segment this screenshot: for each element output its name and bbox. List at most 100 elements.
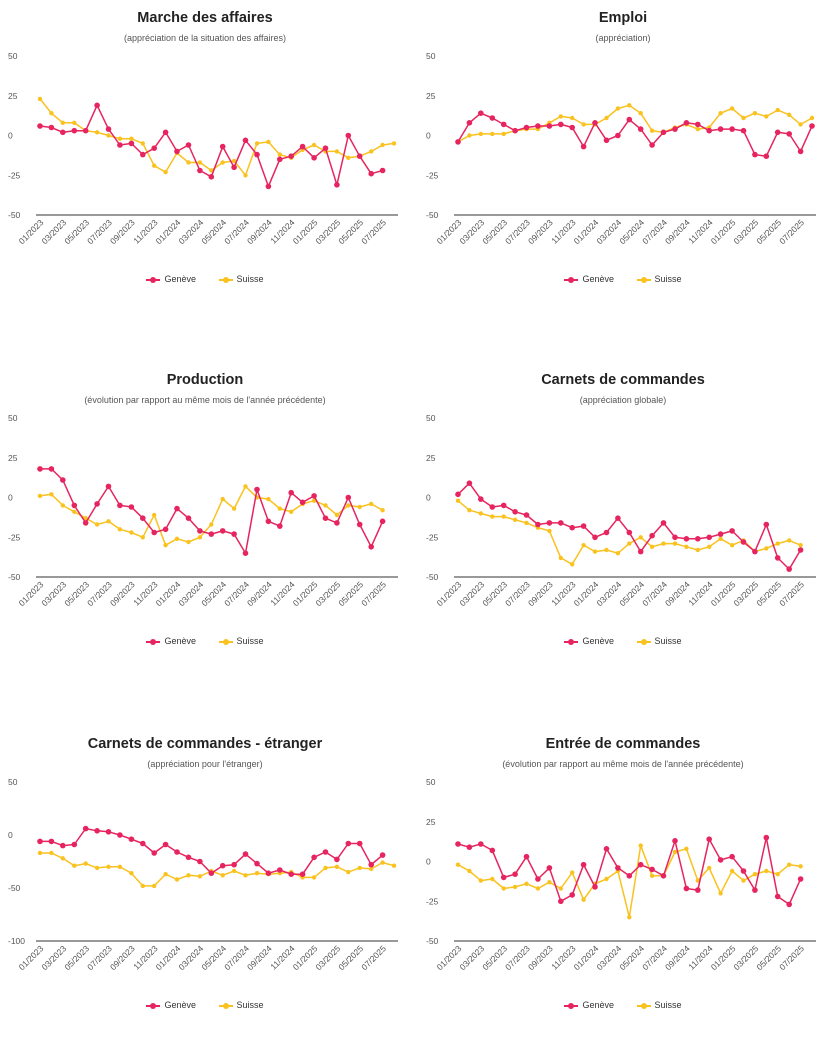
legend-item-geneve[interactable]: Genève [564,636,614,646]
x-tick-label: 07/2025 [359,943,388,972]
data-point-geneve [660,520,667,526]
data-point-geneve [672,838,678,844]
legend-item-geneve[interactable]: Genève [564,1000,614,1010]
data-point-geneve [615,515,621,521]
legend-swatch-suisse [636,1002,651,1010]
legend-item-geneve[interactable]: Genève [146,636,196,646]
chart-subtitle: (appréciation) [595,33,651,43]
data-point-suisse [220,873,225,878]
data-point-geneve [580,861,587,868]
data-point-geneve [729,528,735,534]
data-point-suisse [695,126,700,132]
data-point-geneve [197,167,203,174]
data-point-suisse [60,503,65,508]
chart-plot: 50250-25-5001/202303/202305/202307/20230… [426,413,816,608]
data-point-suisse [478,511,483,516]
data-point-geneve [500,874,507,881]
legend-label-geneve: Genève [164,636,196,646]
data-point-geneve [105,829,112,835]
x-tick-label: 09/2024 [245,579,274,608]
data-point-suisse [129,136,134,141]
data-point-suisse [37,850,43,856]
legend-item-suisse[interactable]: Suisse [218,1000,264,1010]
legend-item-suisse[interactable]: Suisse [636,274,682,284]
data-point-geneve [706,127,712,134]
data-point-suisse [334,149,340,154]
legend-item-suisse[interactable]: Suisse [218,274,264,284]
legend-item-suisse[interactable]: Suisse [636,1000,682,1010]
x-tick-label: 09/2024 [663,579,692,608]
data-point-geneve [219,143,226,150]
chart-plot: 50250-25-5001/202303/202305/202307/20230… [426,777,816,972]
data-point-geneve [254,151,260,158]
legend-label-suisse: Suisse [654,274,682,284]
data-point-suisse [152,512,157,518]
data-point-suisse [186,160,191,165]
data-point-geneve [558,520,564,526]
y-tick-label: 25 [8,91,18,101]
data-point-geneve [797,876,804,882]
data-point-geneve [649,866,655,873]
data-point-suisse [729,543,735,548]
data-point-geneve [774,893,781,900]
data-point-suisse [467,133,472,138]
data-point-suisse [604,547,609,553]
data-point-geneve [683,885,690,892]
data-point-suisse [117,527,123,532]
legend-swatch-suisse [218,276,233,284]
data-point-suisse [718,536,723,541]
data-point-suisse [380,860,385,865]
data-point-suisse [277,152,282,157]
data-point-geneve [672,126,678,132]
data-point-suisse [798,864,803,869]
data-point-geneve [706,836,712,842]
data-point-geneve [162,129,169,136]
data-point-suisse [197,535,203,540]
data-point-geneve [603,137,610,144]
data-point-geneve [71,502,78,509]
legend-item-geneve[interactable]: Genève [564,274,614,284]
data-point-geneve [786,901,792,908]
data-point-suisse [558,555,563,561]
data-point-suisse [787,538,792,543]
data-point-geneve [322,849,329,855]
data-point-suisse [501,514,506,519]
data-point-suisse [775,541,780,546]
data-point-geneve [379,518,386,525]
legend-item-geneve[interactable]: Genève [146,1000,196,1010]
data-point-geneve [786,131,792,137]
data-point-geneve [786,566,792,572]
legend-label-suisse: Suisse [654,1000,682,1010]
chart-legend: Genève Suisse [418,636,828,646]
data-point-suisse [467,868,472,874]
data-point-geneve [546,123,553,129]
data-point-geneve [231,164,237,171]
data-point-geneve [231,861,237,868]
data-point-geneve [626,529,633,536]
data-point-suisse [277,506,282,511]
data-point-geneve [558,898,564,905]
data-point-geneve [512,871,518,877]
chart-title: Carnets de commandes [541,372,705,388]
legend-item-suisse[interactable]: Suisse [636,636,682,646]
data-point-suisse [707,865,712,871]
legend-label-suisse: Suisse [236,1000,264,1010]
data-point-suisse [83,516,88,521]
data-point-suisse [512,884,518,890]
chart-panel-production: Production (évolution par rapport au mêm… [0,362,410,692]
legend-item-geneve[interactable]: Genève [146,274,196,284]
data-point-geneve [288,489,295,496]
data-point-suisse [741,115,746,121]
data-point-geneve [672,534,678,541]
data-point-suisse [220,496,225,502]
data-point-suisse [638,843,643,848]
x-tick-label: 09/2023 [526,217,555,246]
legend-item-suisse[interactable]: Suisse [218,636,264,646]
data-point-geneve [637,861,644,868]
data-point-suisse [752,872,758,877]
chart-panel-carnets-etranger: Carnets de commandes - étranger (appréci… [0,726,410,1056]
data-point-geneve [466,120,473,126]
x-tick-label: 07/2025 [777,217,806,246]
chart-title: Carnets de commandes - étranger [87,736,323,752]
data-point-suisse [604,115,609,121]
